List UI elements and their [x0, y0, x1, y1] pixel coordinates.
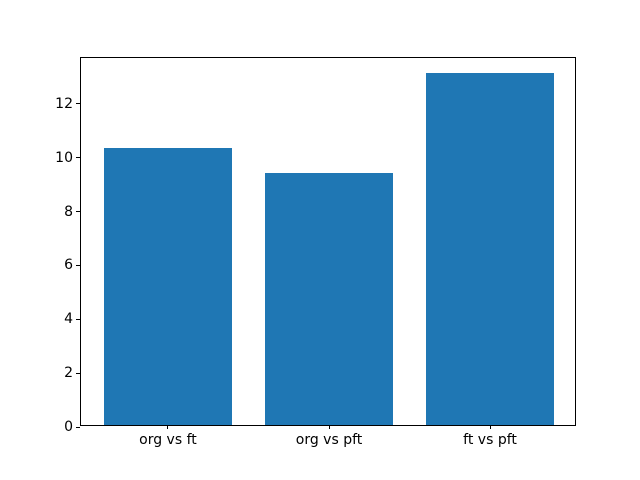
plot-axes: 0 2 4 6 8 10 12 org vs ft org vs pft ft vs pft [55, 57, 576, 448]
bar-ft-vs-pft [425, 72, 555, 425]
bar-org-vs-pft [264, 172, 394, 425]
x-tick-mark [489, 425, 491, 429]
plot-area [81, 58, 575, 425]
y-tick-mark [76, 426, 80, 428]
y-axis-tick-label: 10 [55, 149, 73, 166]
y-tick-mark [76, 103, 80, 105]
y-axis-tick-label: 2 [64, 365, 73, 382]
x-axis-tick-label: ft vs pft [463, 432, 517, 448]
x-tick-mark [328, 425, 330, 429]
y-axis-tick-label: 12 [55, 95, 73, 112]
y-axis-tick-label: 8 [64, 203, 73, 220]
y-tick-mark [76, 372, 80, 374]
y-axis-tick-label: 6 [64, 257, 73, 274]
y-tick-mark [76, 318, 80, 320]
y-tick-mark [76, 211, 80, 213]
y-axis-tick-label: 0 [64, 419, 73, 435]
y-axis-tick-label: 4 [64, 311, 73, 328]
bar-org-vs-ft [103, 147, 233, 425]
x-axis-tick-label: org vs ft [139, 432, 197, 448]
x-axis-tick-label: org vs pft [295, 432, 363, 448]
y-tick-mark [76, 264, 80, 266]
y-tick-mark [76, 157, 80, 159]
x-tick-mark [167, 425, 169, 429]
